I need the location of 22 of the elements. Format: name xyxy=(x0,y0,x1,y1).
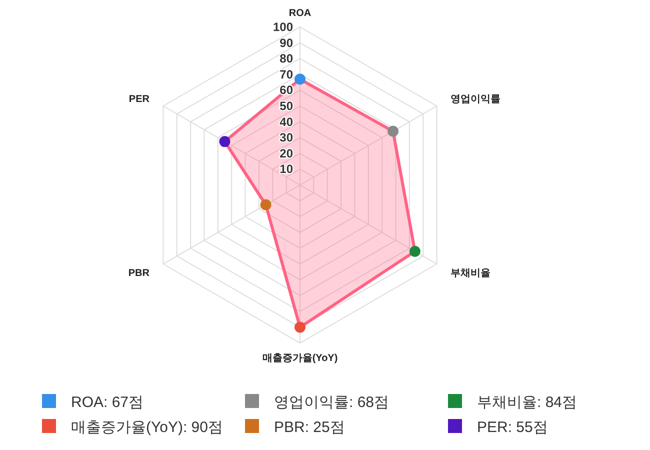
y-tick-label: 10 xyxy=(280,162,294,176)
y-tick-label: 100 xyxy=(272,20,294,34)
y-tick-label: 90 xyxy=(280,36,294,50)
y-tick-label: 50 xyxy=(280,99,294,113)
text: 부채비율: 84점 xyxy=(477,394,578,411)
spoke-label: PBR xyxy=(128,268,150,279)
spoke-label: 매출증가율(YoY) xyxy=(262,353,338,364)
y-tick-label: 70 xyxy=(280,67,294,82)
spoke-label: 부채비율 xyxy=(450,268,491,279)
text: 영업이익률: 68점 xyxy=(274,394,390,411)
spoke-label: PER xyxy=(128,94,150,106)
spoke-label: ROA xyxy=(288,8,312,19)
text: ROA: 67점 xyxy=(71,394,144,411)
y-tick-label: 30 xyxy=(280,130,294,145)
y-tick-label: 60 xyxy=(280,83,294,98)
text: 매출증가율(YoY): 90점 xyxy=(71,419,223,436)
text: PER: 55점 xyxy=(477,419,548,436)
spoke-label: 영업이익률 xyxy=(450,94,501,106)
y-tick-label: 40 xyxy=(280,114,294,129)
text: PBR: 25점 xyxy=(274,419,345,436)
y-tick-label: 80 xyxy=(280,52,294,66)
y-tick-label: 20 xyxy=(280,146,294,160)
